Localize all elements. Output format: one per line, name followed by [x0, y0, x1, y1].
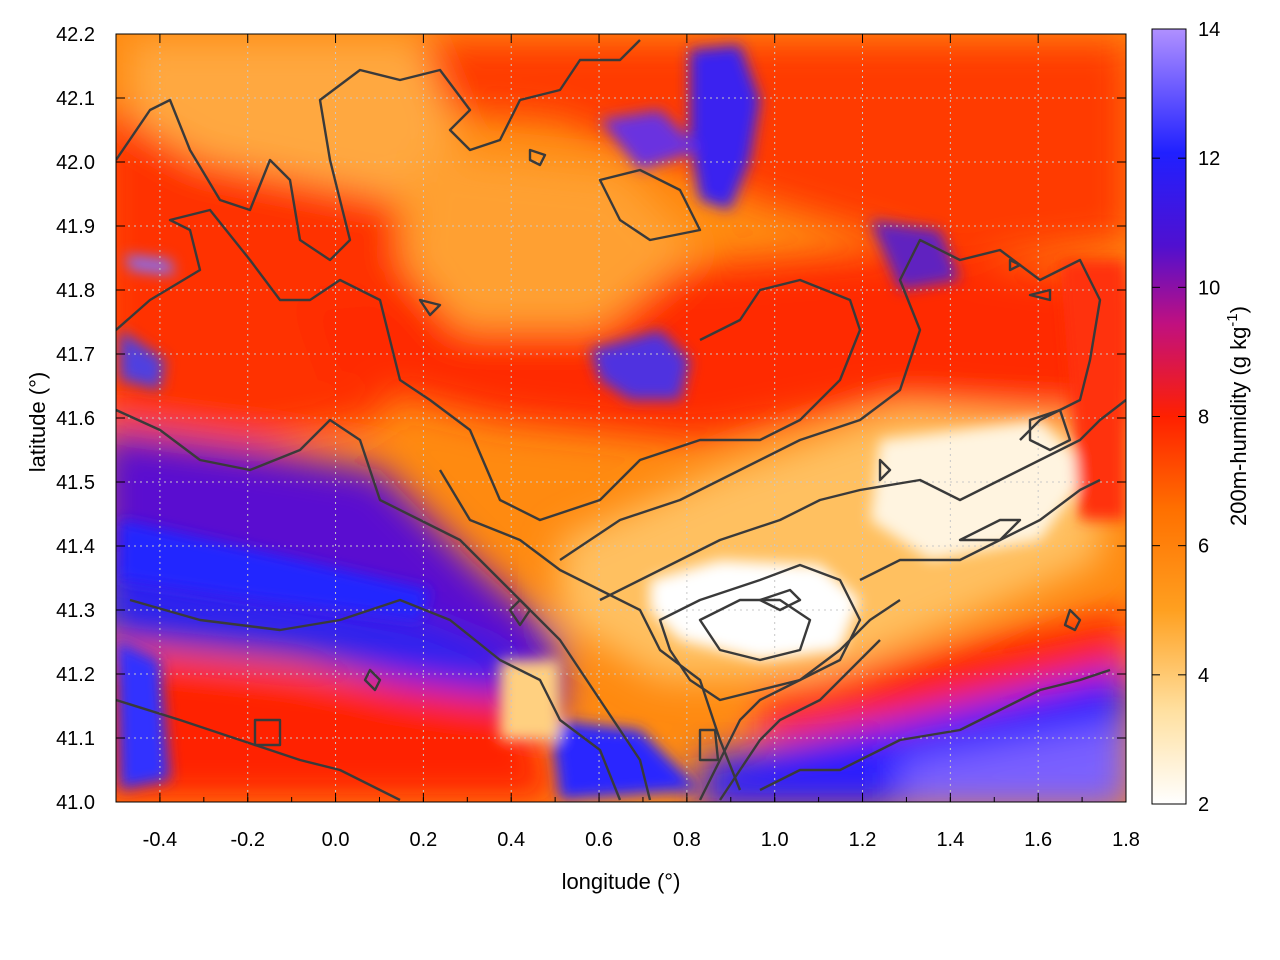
grid-lines	[116, 34, 1126, 802]
region-yellow-strip	[500, 660, 560, 740]
x-tick-label: 1.0	[761, 829, 789, 851]
y-tick-label: 41.5	[56, 472, 95, 494]
y-tick-label: 41.2	[56, 664, 95, 686]
contour-line	[759, 668, 1111, 792]
contour-line	[253, 718, 282, 747]
x-tick-label: 0.8	[673, 829, 701, 851]
y-tick-label: 41.1	[56, 728, 95, 750]
region-light-center	[400, 150, 700, 330]
contour-line	[958, 518, 1022, 542]
y-tick-label: 41.9	[56, 216, 95, 238]
region-purple-east	[870, 220, 960, 290]
contour-line	[599, 399, 1126, 602]
colorbar-title-main: 200m-humidity (g kg	[1226, 327, 1251, 526]
colorbar: 2 4 6 8 10 12 14 200m-humidity (g kg-1)	[1151, 19, 1251, 816]
region-north-moist	[690, 45, 760, 210]
contour-line	[438, 469, 742, 791]
y-tick-label: 41.3	[56, 600, 95, 622]
x-tick-label: 1.8	[1112, 829, 1140, 851]
region-red-east	[1060, 260, 1126, 520]
colorbar-tick-label: 12	[1198, 148, 1220, 170]
contour-line	[1008, 258, 1022, 272]
contour-line	[758, 588, 802, 612]
colorbar-title-end: )	[1226, 306, 1251, 313]
x-tick-label: 0.2	[409, 829, 437, 851]
contour-line	[129, 598, 622, 801]
contour-line	[1028, 408, 1072, 452]
region-blue-southwest-edge	[116, 640, 170, 790]
x-tick-label: 0.4	[497, 829, 525, 851]
region-west-spot-b	[120, 330, 165, 390]
contour-line	[1063, 608, 1082, 632]
contour-lines	[116, 39, 1126, 802]
colorbar-tick-label: 14	[1198, 19, 1220, 41]
x-tick-label: 0.0	[322, 829, 350, 851]
contour-line	[559, 238, 1102, 561]
region-center-blob	[590, 330, 690, 400]
contour-line	[363, 668, 382, 692]
colorbar-tick-label: 6	[1198, 536, 1209, 558]
contour-line	[116, 408, 652, 801]
region-sea-purple	[900, 720, 1126, 802]
contour-line	[698, 599, 901, 801]
x-axis: -0.4 -0.2 0.0 0.2 0.4 0.6 0.8 1.0 1.2 1.4 1.6 1.8	[115, 34, 1140, 851]
x-axis-title: longitude (°)	[562, 869, 681, 894]
region-red-coast	[760, 610, 1126, 740]
colorbar-title-sup: -1	[1224, 313, 1241, 326]
y-tick-label: 42.0	[56, 152, 95, 174]
x-tick-label: 1.2	[849, 829, 877, 851]
y-tick-label: 41.0	[56, 792, 95, 814]
heatmap-field	[116, 34, 1126, 802]
y-tick-label: 41.6	[56, 408, 95, 430]
colorbar-tick-label: 2	[1198, 794, 1209, 816]
x-tick-label: 0.6	[585, 829, 613, 851]
x-tick-label: -0.2	[231, 829, 265, 851]
y-axis-title: latitude (°)	[25, 372, 50, 473]
region-west-spot	[125, 255, 175, 275]
region-red-south	[116, 651, 560, 800]
contour-line	[418, 298, 442, 317]
y-tick-label: 42.2	[56, 24, 95, 46]
region-north-moist-b	[600, 110, 700, 170]
region-blue-southwest	[116, 563, 520, 700]
x-tick-label: 1.4	[936, 829, 964, 851]
y-tick-label: 41.4	[56, 536, 95, 558]
contour-line	[658, 563, 862, 702]
colorbar-ticks: 2 4 6 8 10 12 14	[1152, 19, 1220, 816]
y-tick-label: 41.8	[56, 280, 95, 302]
colorbar-tick-label: 10	[1198, 277, 1220, 299]
contour-line	[116, 208, 862, 522]
contour-line	[698, 598, 812, 662]
contour-line	[508, 598, 532, 627]
region-light-north	[130, 40, 460, 200]
x-tick-label: 1.6	[1024, 829, 1052, 851]
contour-line	[116, 39, 641, 262]
colorbar-tick-label: 4	[1198, 665, 1209, 687]
contour-line	[719, 639, 881, 801]
y-tick-label: 41.7	[56, 344, 95, 366]
region-red-north	[420, 40, 1126, 260]
contour-line	[528, 148, 547, 167]
region-blue-streak	[120, 520, 430, 620]
contour-line	[116, 698, 401, 802]
colorbar-tick-label: 8	[1198, 407, 1209, 429]
y-tick-label: 42.1	[56, 88, 95, 110]
contour-line	[598, 168, 702, 242]
region-dry-core	[650, 560, 860, 660]
colorbar-title: 200m-humidity (g kg-1)	[1224, 306, 1251, 526]
contour-line	[698, 728, 720, 762]
y-axis: 41.0 41.1 41.2 41.3 41.4 41.5 41.6 41.7 41.8 41.9…	[56, 24, 1126, 814]
contour-line	[878, 458, 892, 482]
x-tick-label: -0.4	[143, 829, 177, 851]
contour-line	[1028, 288, 1052, 302]
